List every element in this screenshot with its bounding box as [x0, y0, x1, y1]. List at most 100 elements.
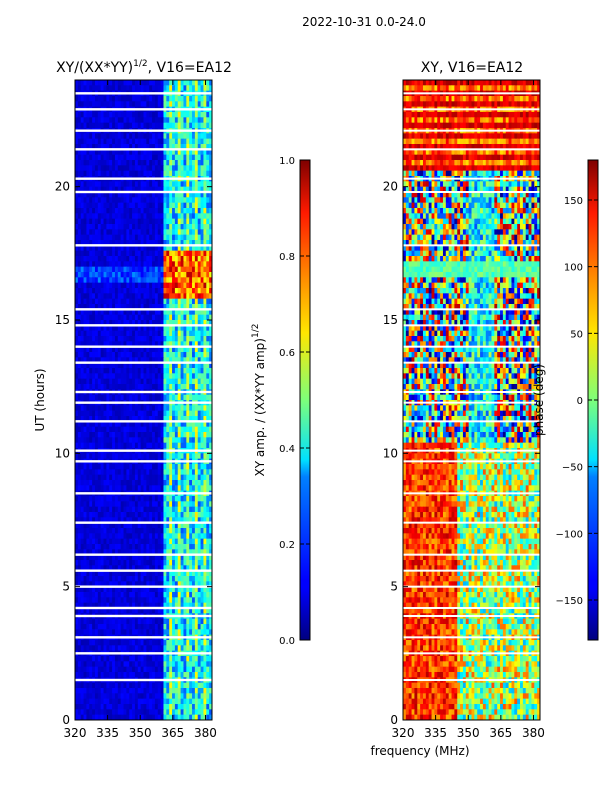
heat-cell: [197, 432, 202, 438]
heat-cell: [180, 378, 185, 385]
heat-cell: [132, 154, 136, 161]
heat-cell: [106, 314, 110, 321]
heat-cell: [120, 517, 125, 524]
heat-cell: [143, 138, 147, 145]
heat-cell: [172, 592, 176, 598]
heat-cell: [112, 469, 116, 476]
heat-cell: [209, 181, 212, 188]
heat-cell: [94, 240, 99, 246]
heat-cell: [123, 197, 127, 204]
heat-cell: [86, 432, 90, 438]
heat-cell: [200, 368, 205, 374]
heat-cell: [177, 293, 182, 300]
heat-cell: [129, 309, 133, 316]
heat-cell: [189, 85, 193, 92]
heat-cell: [109, 405, 113, 412]
heat-cell: [134, 341, 139, 348]
heat-cell: [183, 517, 187, 524]
heat-cell: [160, 224, 165, 230]
heat-cell: [186, 288, 190, 294]
heat-cell: [186, 362, 190, 369]
heat-cell: [83, 250, 88, 257]
heat-cell: [86, 517, 90, 524]
heat-cell: [180, 474, 185, 481]
heat-cell: [157, 528, 162, 534]
heat-cell: [77, 160, 82, 166]
heat-cell: [75, 309, 79, 316]
heat-cell: [100, 288, 105, 294]
heat-cell: [100, 101, 105, 108]
heat-cell: [149, 474, 153, 481]
heat-cell: [169, 410, 173, 417]
heat-cell: [209, 250, 212, 257]
heat-cell: [143, 133, 147, 140]
heat-cell: [112, 437, 116, 444]
heat-cell: [203, 608, 207, 614]
heat-cell: [169, 165, 173, 172]
heat-cell: [157, 496, 162, 502]
heat-cell: [172, 597, 176, 604]
heat-cell: [89, 485, 93, 492]
heat-cell: [97, 149, 102, 156]
heat-cell: [103, 618, 107, 625]
heat-cell: [83, 570, 88, 577]
heat-cell: [120, 149, 125, 156]
heat-cell: [177, 202, 182, 209]
heat-cell: [157, 282, 162, 289]
heat-cell: [83, 608, 88, 614]
heat-cell: [134, 186, 139, 193]
heat-cell: [123, 410, 127, 417]
heat-cell: [143, 341, 147, 348]
heat-cell: [152, 229, 156, 236]
heat-cell: [134, 496, 139, 502]
heat-cell: [80, 581, 85, 588]
heat-cell: [92, 597, 96, 604]
heat-cell: [112, 224, 116, 230]
heat-cell: [189, 544, 193, 550]
heat-cell: [103, 576, 107, 582]
heat-cell: [80, 314, 85, 321]
heat-cell: [126, 506, 130, 513]
heat-cell: [149, 309, 153, 316]
heat-cell: [94, 576, 99, 582]
heat-cell: [117, 368, 122, 374]
heat-cell: [97, 570, 102, 577]
heat-cell: [160, 346, 165, 353]
heat-cell: [80, 608, 85, 614]
heat-cell: [160, 549, 165, 556]
heat-cell: [114, 469, 119, 476]
heat-cell: [157, 378, 162, 385]
heat-cell: [166, 565, 170, 572]
heat-cell: [80, 325, 85, 332]
heat-cell: [163, 330, 167, 337]
heat-cell: [132, 517, 136, 524]
heat-cell: [203, 416, 207, 422]
heat-cell: [174, 288, 179, 294]
heat-cell: [160, 410, 165, 417]
heat-cell: [86, 464, 90, 470]
heat-cell: [120, 352, 125, 358]
heat-cell: [117, 570, 122, 577]
heat-cell: [146, 80, 150, 86]
heat-cell: [86, 138, 90, 145]
heat-cell: [109, 218, 113, 225]
heat-cell: [92, 197, 96, 204]
heat-cell: [83, 533, 88, 540]
heat-cell: [117, 170, 122, 177]
heat-cell: [114, 314, 119, 321]
heat-cell: [154, 357, 159, 364]
heat-cell: [157, 96, 162, 102]
heat-cell: [183, 96, 187, 102]
heat-cell: [92, 346, 96, 353]
heat-cell: [194, 522, 199, 529]
heat-cell: [160, 330, 165, 337]
heat-cell: [109, 533, 113, 540]
heat-cell: [94, 218, 99, 225]
heat-cell: [143, 218, 147, 225]
heat-cell: [154, 624, 159, 630]
heat-cell: [89, 362, 93, 369]
heat-cell: [160, 240, 165, 246]
heat-cell: [126, 234, 130, 241]
heat-cell: [143, 272, 147, 278]
heat-cell: [169, 229, 173, 236]
